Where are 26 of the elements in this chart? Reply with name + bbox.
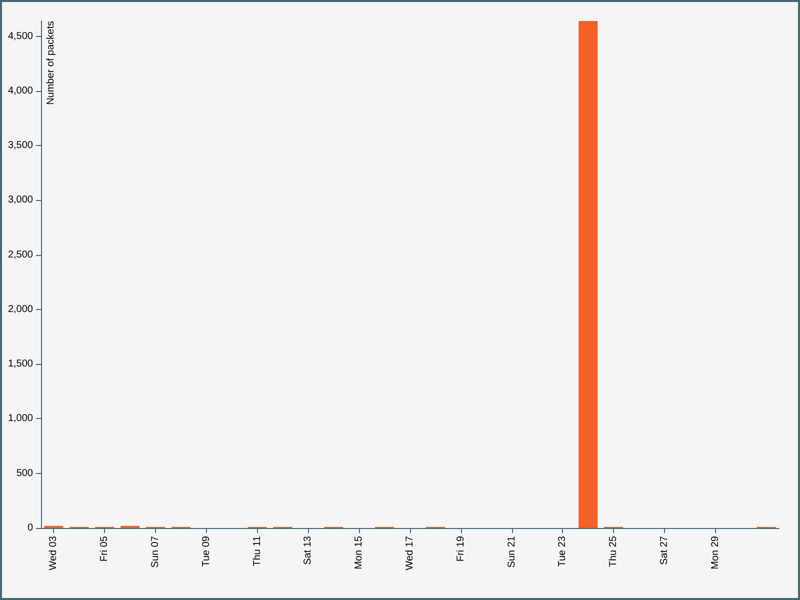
x-tick-label: Fri 19	[455, 536, 466, 562]
x-tick-label: Mon 15	[354, 536, 365, 570]
y-tick-label: 3,500	[8, 140, 34, 152]
x-tick-label: Thu 25	[608, 536, 620, 568]
y-tick-label: 2,500	[8, 249, 34, 260]
y-tick-label: 1,000	[8, 413, 34, 424]
y-tick-label: 3,000	[8, 194, 34, 206]
y-axis-title: Number of packets	[46, 20, 56, 105]
bar	[578, 21, 598, 528]
x-tick-label: Sun 21	[506, 536, 518, 568]
y-tick-label: 500	[16, 468, 34, 479]
x-tick-label: Wed 17	[404, 536, 416, 570]
x-tick-label: Tue 23	[557, 536, 568, 567]
y-tick-label: 1,500	[8, 358, 34, 370]
x-tick-label: Tue 09	[200, 536, 212, 567]
y-tick-label: 2,000	[8, 304, 34, 315]
x-tick-label: Wed 03	[48, 536, 60, 570]
y-tick-label: 4,000	[8, 85, 34, 96]
x-tick-label: Sat 27	[658, 536, 670, 565]
x-tick-label: Sat 13	[302, 536, 314, 565]
y-tick-label: 0	[27, 522, 34, 534]
x-tick-label: Thu 11	[252, 536, 263, 566]
x-tick-label: Mon 29	[710, 536, 721, 570]
y-tick-label: 4,500	[8, 30, 34, 42]
x-tick-label: Fri 05	[99, 536, 110, 562]
x-tick-label: Sun 07	[150, 536, 162, 568]
